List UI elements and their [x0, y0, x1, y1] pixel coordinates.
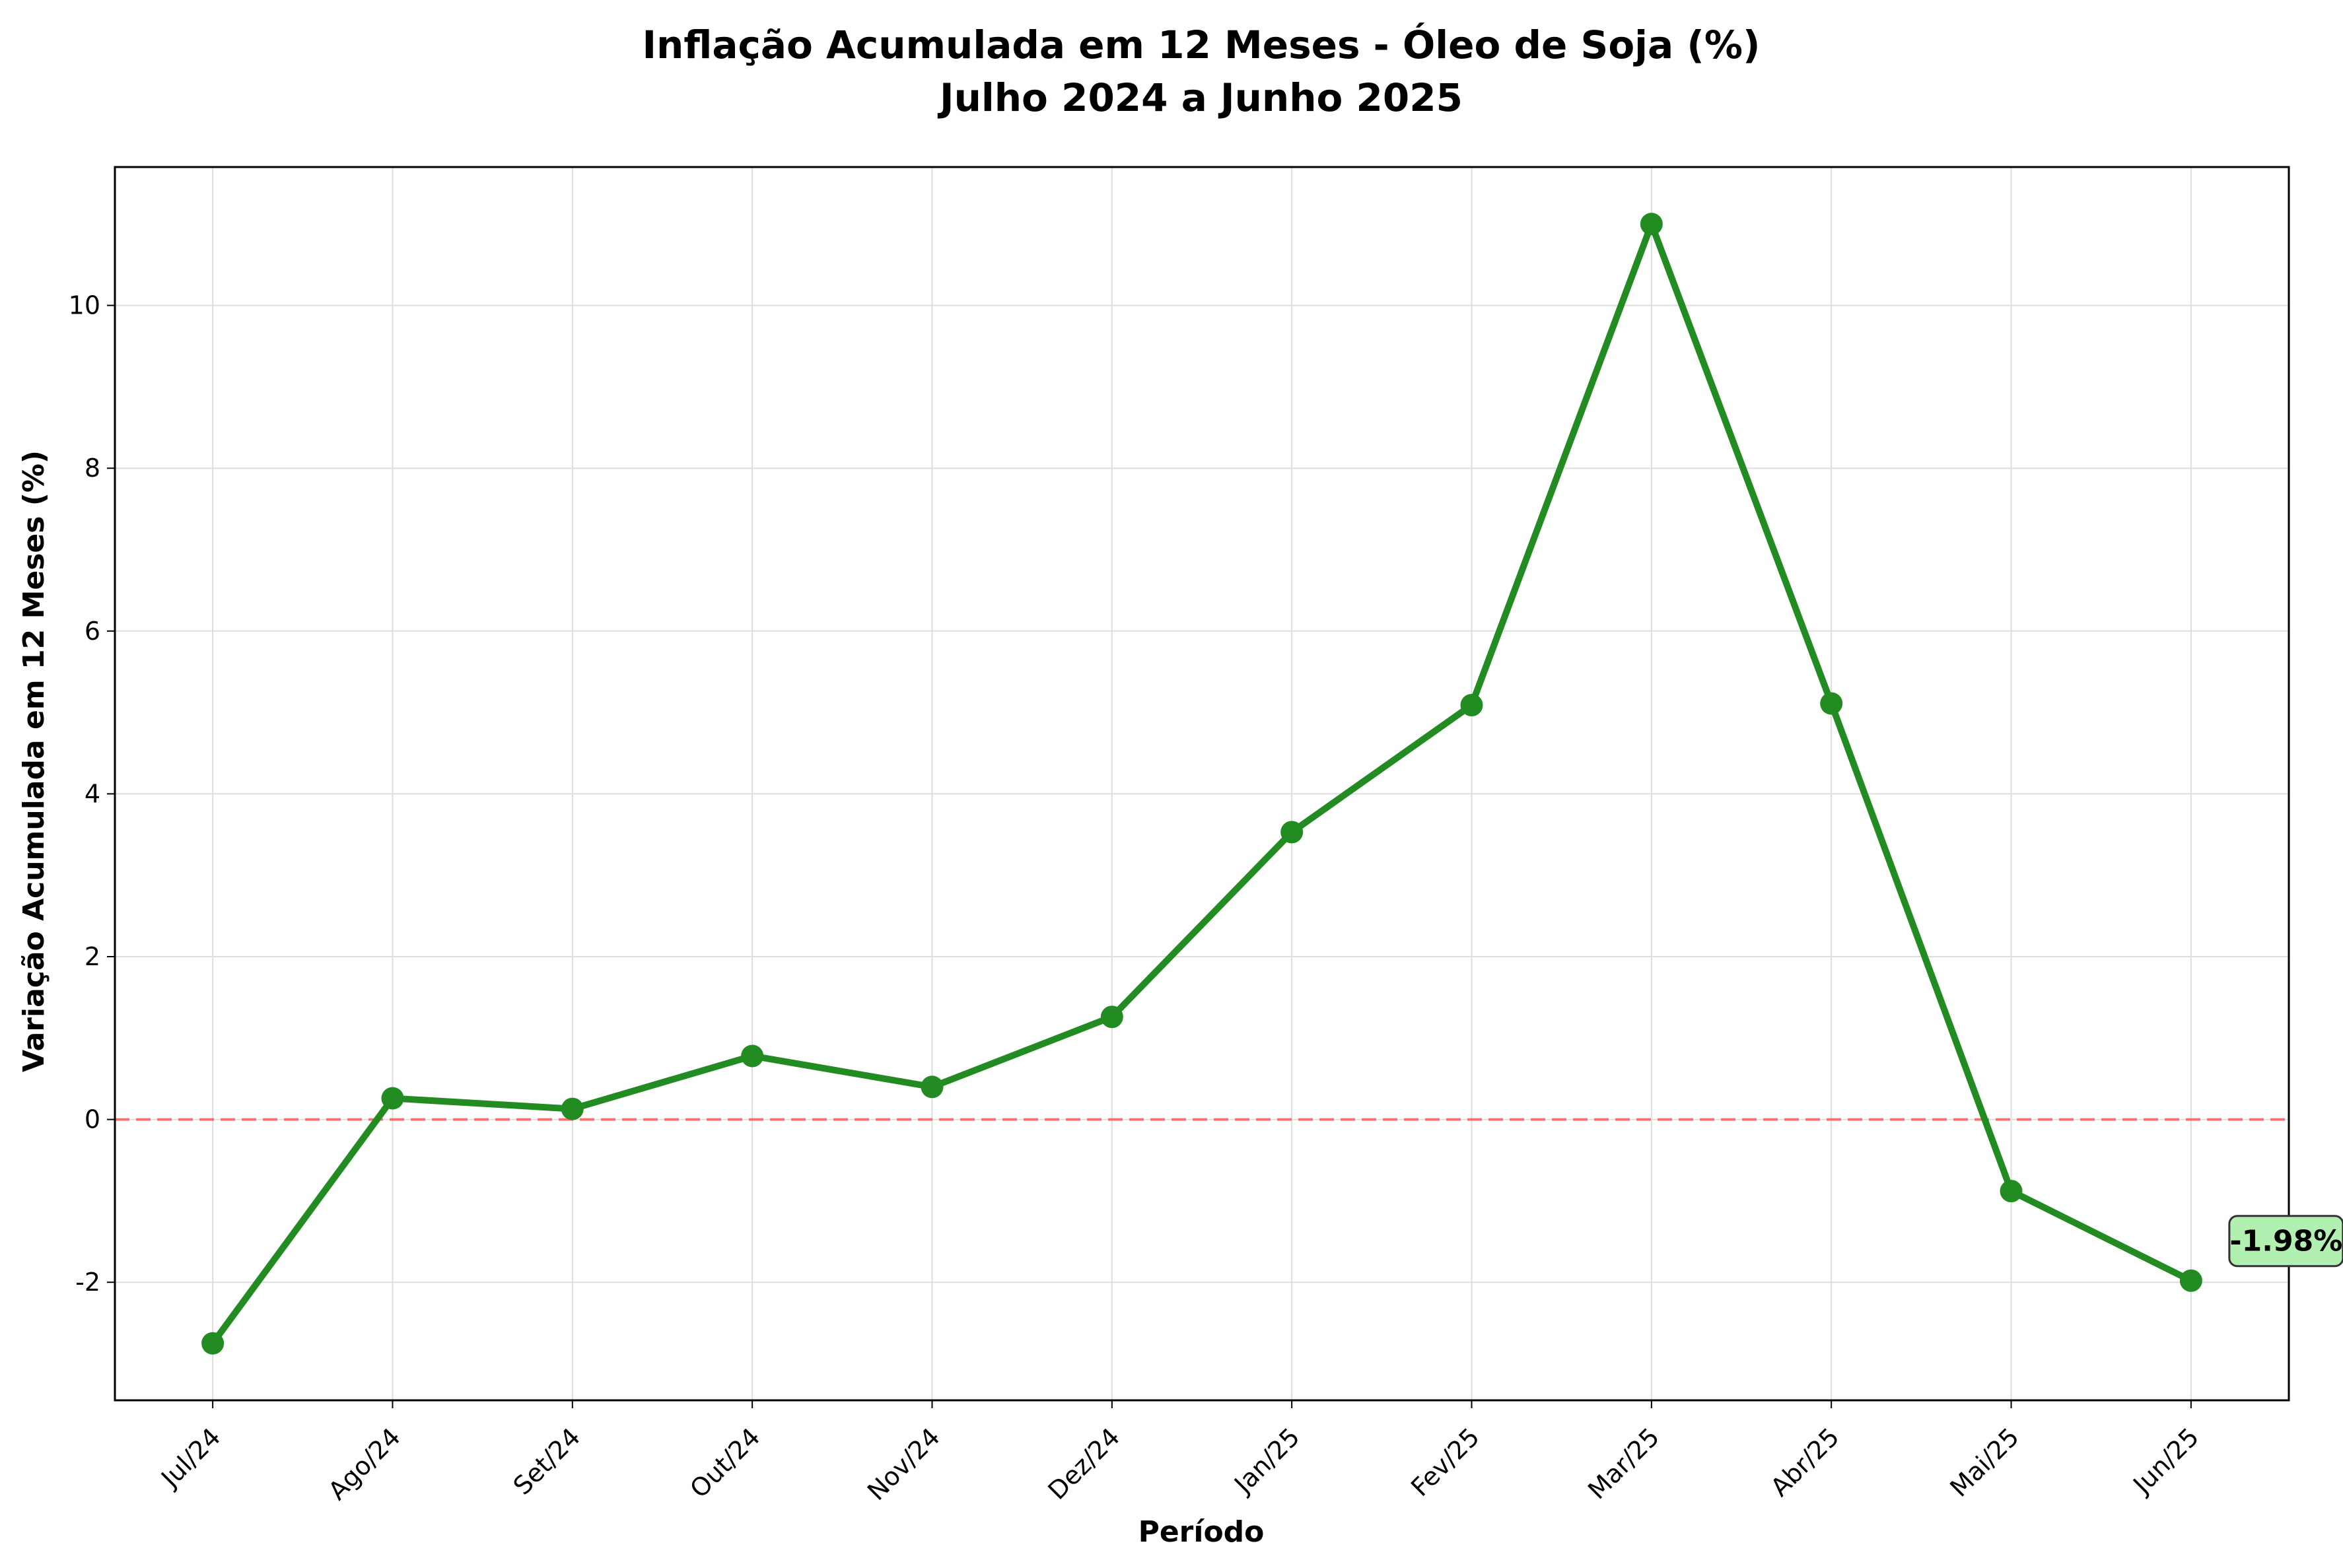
y-tick-label: 8	[85, 454, 100, 483]
y-axis-label: Variação Acumulada em 12 Meses (%)	[17, 450, 51, 1072]
data-point	[1640, 213, 1663, 236]
y-axis-ticks: -2 0 2 4 6 8 10	[69, 291, 115, 1297]
y-tick-label: 0	[85, 1105, 100, 1134]
data-point	[1100, 1006, 1123, 1029]
data-point	[201, 1332, 225, 1355]
y-tick-label: 10	[69, 291, 100, 320]
chart-title: Inflação Acumulada em 12 Meses - Óleo de…	[642, 22, 1760, 67]
data-point	[1280, 821, 1304, 844]
y-tick-label: 4	[85, 779, 100, 808]
data-point	[741, 1044, 764, 1068]
chart-subtitle: Julho 2024 a Junho 2025	[937, 75, 1463, 120]
data-point	[2179, 1269, 2202, 1292]
data-point	[561, 1097, 584, 1120]
data-point	[921, 1075, 944, 1099]
y-tick-label: -2	[75, 1268, 100, 1297]
y-tick-label: 6	[85, 617, 100, 646]
x-axis-label: Período	[1138, 1515, 1265, 1549]
last-value-annotation: -1.98%	[2228, 1215, 2343, 1268]
plot-area-frame	[114, 166, 2290, 1402]
series-line	[210, 221, 2193, 1346]
data-point	[1460, 694, 1483, 717]
data-point	[2000, 1180, 2023, 1203]
y-tick-label: 2	[85, 942, 100, 971]
data-points	[201, 213, 2202, 1355]
annotation-label: -1.98%	[2229, 1225, 2342, 1258]
data-point	[381, 1087, 404, 1110]
data-point	[1820, 692, 1843, 715]
